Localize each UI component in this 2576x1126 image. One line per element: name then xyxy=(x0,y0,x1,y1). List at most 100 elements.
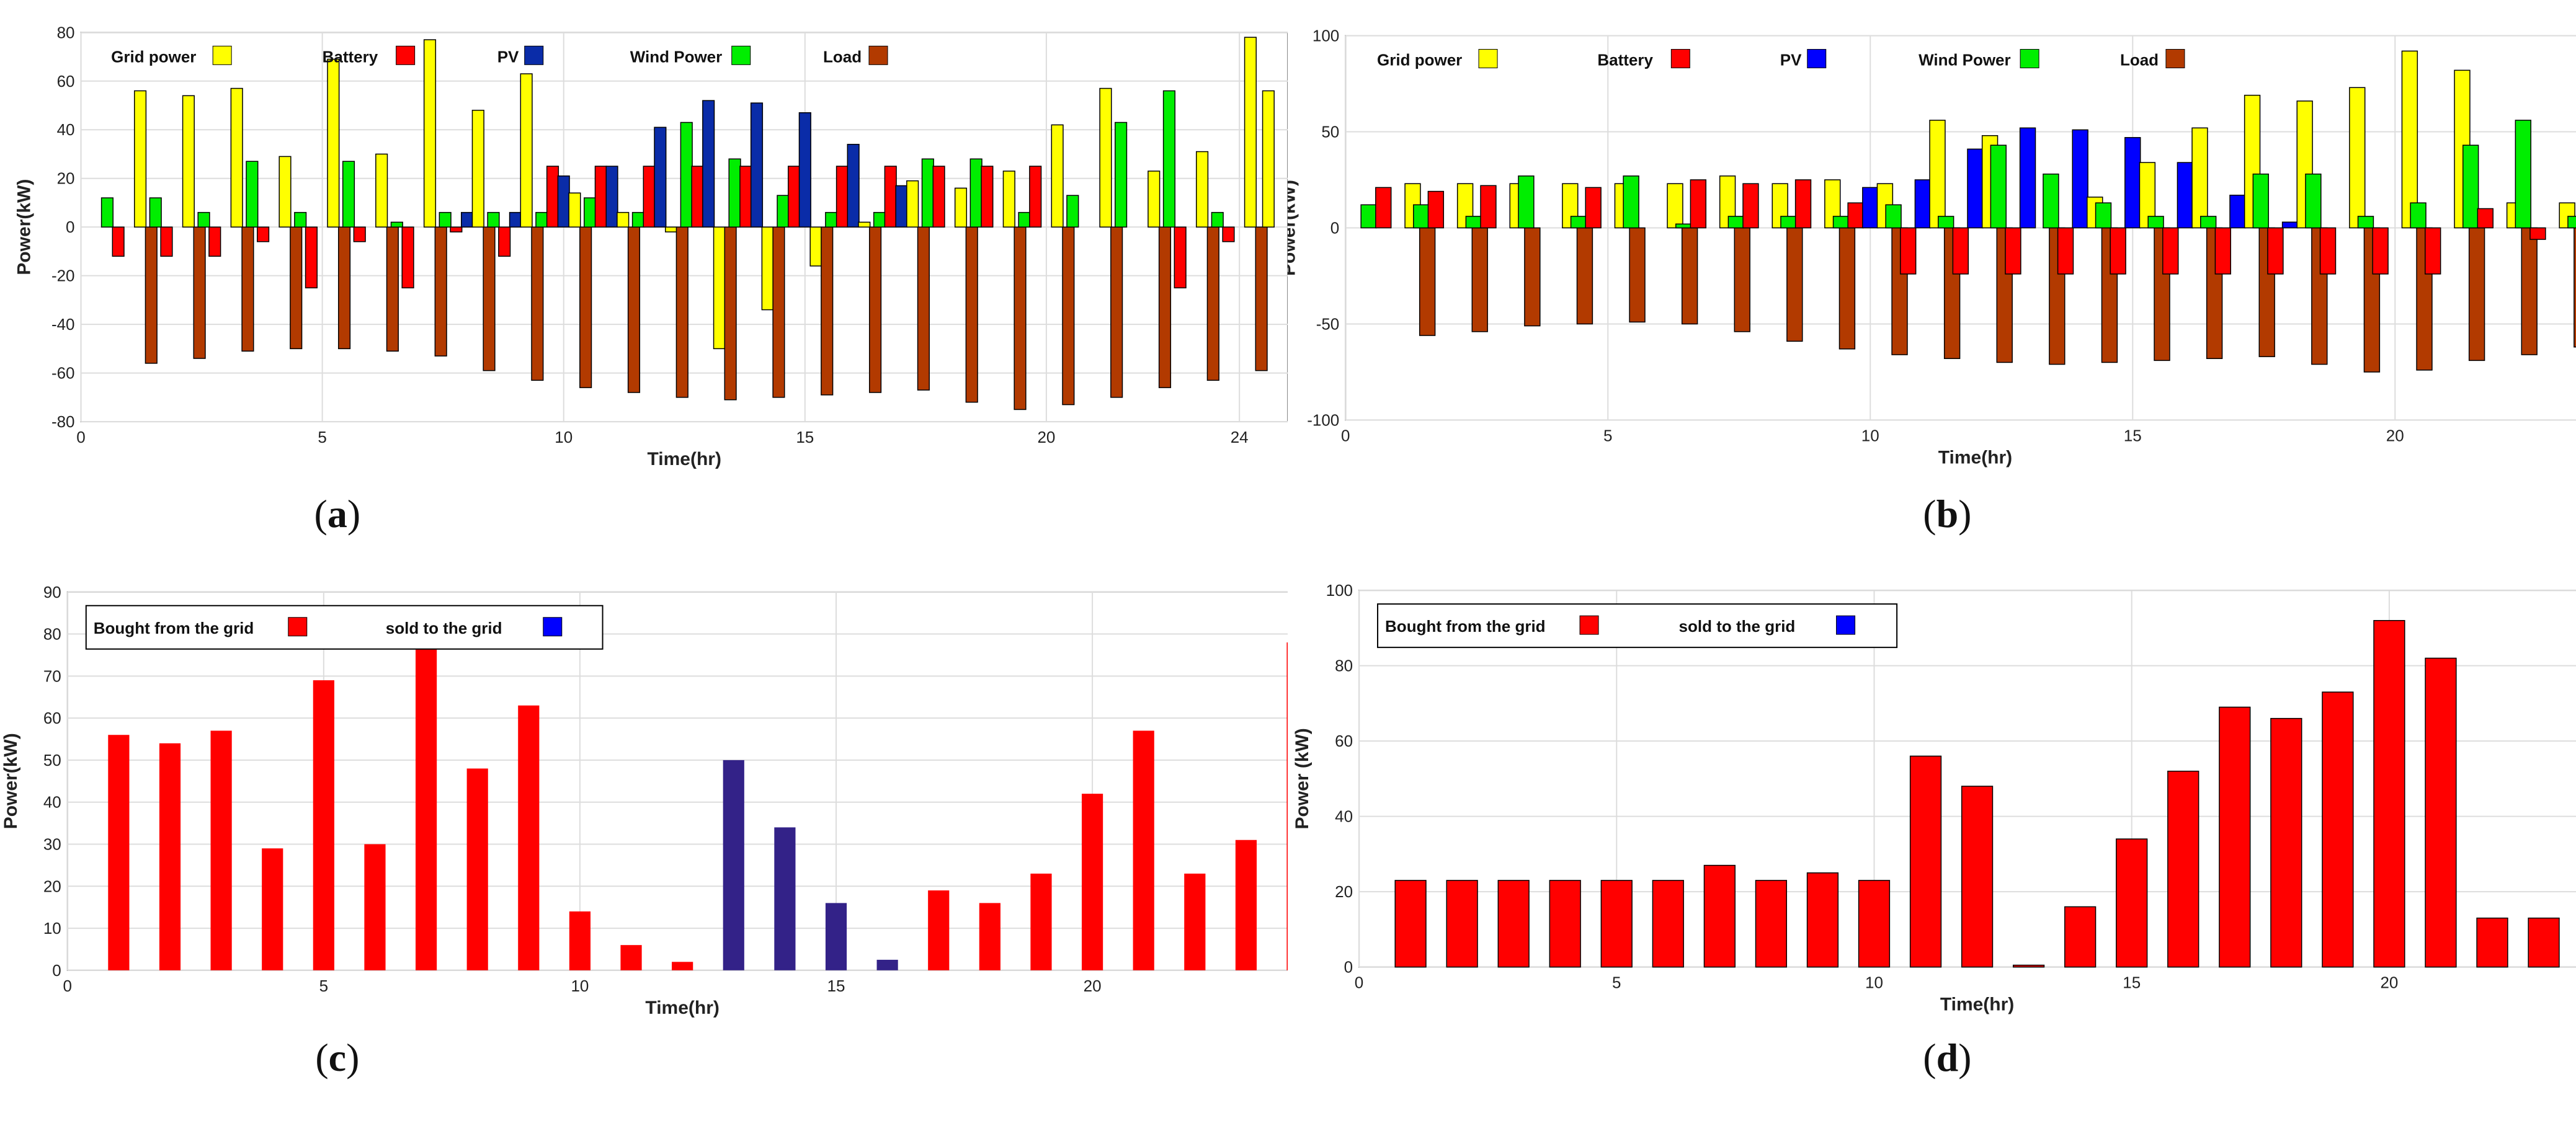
x-tick-label: 10 xyxy=(571,977,589,995)
bar-battery xyxy=(1847,202,1864,229)
legend-swatch xyxy=(288,617,308,637)
x-axis-label: Time(hr) xyxy=(1940,995,2014,1015)
bar-wind-power xyxy=(1018,211,1031,228)
bar-wind-power xyxy=(1066,195,1079,228)
bar-battery xyxy=(208,226,221,257)
bar-bought xyxy=(1184,873,1206,970)
y-axis-label: Power(kW) xyxy=(14,179,35,275)
legend-swatch xyxy=(543,617,563,637)
bar-wind-power xyxy=(873,211,886,228)
y-tick-label: 0 xyxy=(1344,958,1353,977)
x-axis-label: Time(hr) xyxy=(648,449,721,469)
bar-wind-power xyxy=(2095,202,2112,229)
bar-bought xyxy=(1909,755,1942,968)
bar-load xyxy=(434,226,447,357)
bar-pv xyxy=(1967,148,1984,229)
bar-pv xyxy=(750,102,764,228)
bar-load xyxy=(1419,227,1436,336)
caption-letter: d xyxy=(1936,1035,1959,1079)
bar-wind-power xyxy=(1623,175,1639,229)
bar-load xyxy=(290,226,303,350)
bar-bought xyxy=(2012,964,2045,968)
bar-bought xyxy=(1030,873,1052,970)
bar-bought xyxy=(2064,906,2097,968)
bar-pv xyxy=(654,126,667,228)
bar-grid-power xyxy=(2401,50,2418,229)
panel-caption: (b) xyxy=(1923,492,1971,536)
y-axis-label: Power (kW) xyxy=(1292,728,1313,829)
bar-grid-power xyxy=(471,110,484,228)
legend-label: Battery xyxy=(323,47,378,66)
legend-label: Load xyxy=(2120,51,2159,69)
caption-letter: a xyxy=(328,492,347,536)
bar-wind-power xyxy=(1360,204,1377,229)
bar-bought xyxy=(1652,880,1684,968)
bar-battery xyxy=(788,166,801,228)
bar-wind-power xyxy=(680,122,693,228)
panel-b: -100-500501000510152024Time(hr)Power(kW)… xyxy=(1278,0,2576,561)
caption-close: ) xyxy=(346,1035,359,1079)
bar-grid-power xyxy=(568,192,581,228)
bar-grid-power xyxy=(279,156,292,228)
bar-wind-power xyxy=(1115,122,1128,228)
y-tick-label: 50 xyxy=(1321,123,1339,141)
y-tick-label: 0 xyxy=(1330,218,1339,237)
bar-battery xyxy=(836,166,849,228)
bar-battery xyxy=(2110,227,2126,275)
bar-battery xyxy=(546,166,559,228)
bar-sold xyxy=(876,959,898,970)
bar-grid-power xyxy=(617,211,630,228)
bar-wind-power xyxy=(2200,216,2217,229)
legend-label: Grid power xyxy=(1377,51,1462,69)
bar-pv xyxy=(605,166,618,228)
bar-battery xyxy=(112,226,125,257)
bar-wind-power xyxy=(584,197,597,228)
bar-load xyxy=(2521,227,2538,355)
bar-bought xyxy=(1703,864,1736,968)
bar-load xyxy=(1838,227,1856,350)
bar-battery xyxy=(1742,183,1759,229)
bar-wind-power xyxy=(777,195,790,228)
bar-battery xyxy=(643,166,656,228)
caption-letter: b xyxy=(1936,492,1959,536)
y-tick-label: 80 xyxy=(57,23,75,42)
bar-battery xyxy=(401,226,414,289)
y-tick-label: 20 xyxy=(1335,882,1353,901)
bar-battery xyxy=(2477,208,2494,229)
y-tick-label: 20 xyxy=(43,877,61,895)
bar-wind-power xyxy=(294,211,307,228)
caption-close: ) xyxy=(1958,492,1971,536)
y-tick-label: 10 xyxy=(43,919,61,938)
bar-load xyxy=(1681,227,1698,325)
bar-bought xyxy=(1755,880,1788,968)
bar-wind-power xyxy=(1990,144,2007,229)
legend-label: Load xyxy=(823,47,862,66)
y-tick-label: -40 xyxy=(51,315,75,334)
bar-battery xyxy=(498,226,511,257)
x-tick-label: 24 xyxy=(1231,428,1249,446)
bar-wind-power xyxy=(2462,144,2479,229)
bar-wind-power xyxy=(487,211,500,228)
caption-open: ( xyxy=(1923,492,1936,536)
bar-grid-power xyxy=(954,187,968,228)
bar-grid-power xyxy=(761,226,774,311)
bar-grid-power xyxy=(375,153,388,228)
bar-load xyxy=(2258,227,2275,357)
bar-load xyxy=(1629,227,1646,323)
bar-battery xyxy=(160,226,173,257)
legend-swatch xyxy=(396,45,416,65)
bar-battery xyxy=(1952,227,1969,275)
bar-grid-power xyxy=(713,226,726,350)
bar-pv xyxy=(702,100,715,228)
bar-battery xyxy=(1900,227,1917,275)
bar-battery xyxy=(257,226,270,242)
legend-label: Wind Power xyxy=(1919,51,2011,69)
y-tick-label: -50 xyxy=(1316,314,1340,333)
y-tick-label: 60 xyxy=(43,709,61,727)
bar-grid-power xyxy=(2191,127,2208,229)
x-tick-label: 15 xyxy=(796,428,814,446)
bar-bought xyxy=(2322,691,2354,968)
bar-load xyxy=(2468,227,2485,361)
bar-load xyxy=(337,226,351,350)
y-tick-label: 60 xyxy=(1335,732,1353,750)
